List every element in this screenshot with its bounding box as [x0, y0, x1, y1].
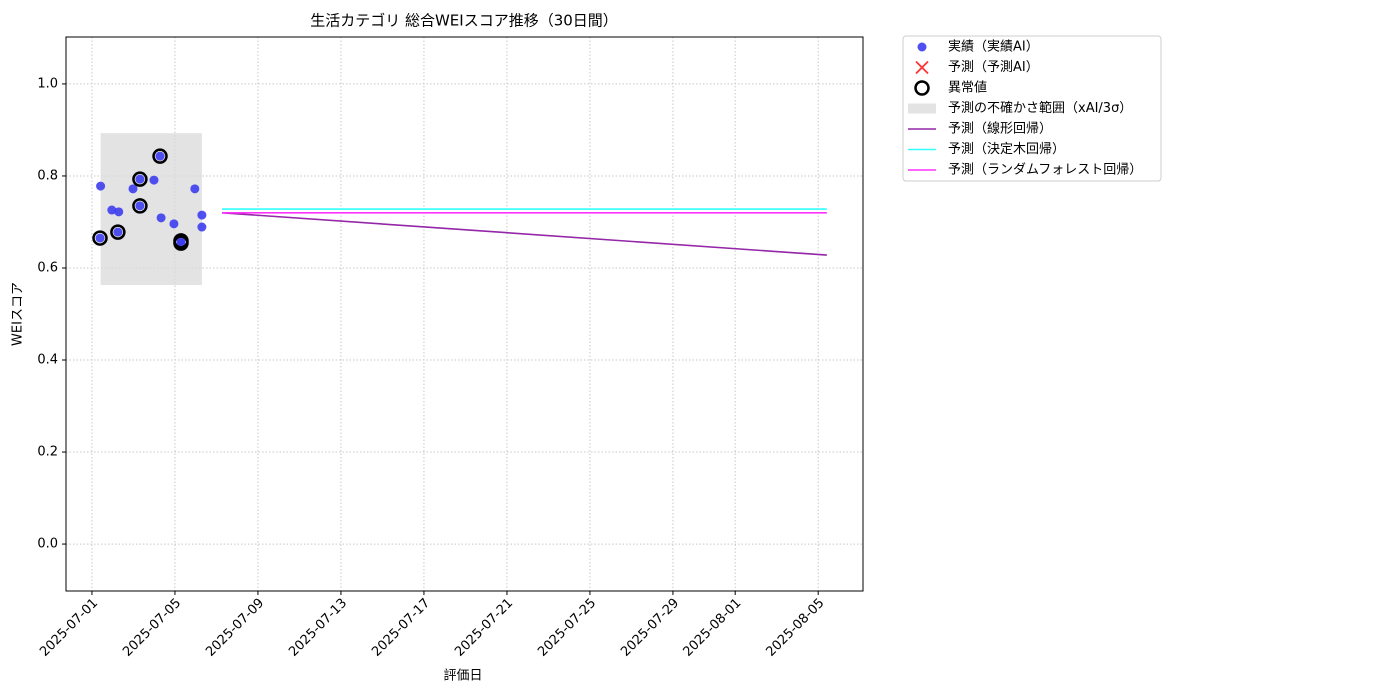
anomaly-point	[132, 171, 148, 187]
data-point	[114, 207, 124, 217]
data-point	[149, 175, 159, 185]
data-point	[128, 184, 138, 194]
data-point	[197, 210, 207, 220]
x-axis-label: 評価日	[443, 669, 482, 684]
prediction-line	[222, 211, 827, 256]
data-point	[197, 222, 207, 232]
data-point	[135, 201, 145, 211]
anomaly-point	[173, 235, 189, 251]
y-tick-label: 0.6	[37, 260, 58, 275]
legend-swatch	[917, 42, 927, 52]
x-tick-label: 2025-07-09	[203, 596, 267, 660]
y-tick-label: 0.0	[37, 537, 58, 552]
x-tick-label: 2025-07-29	[618, 596, 682, 660]
legend-label: 予測の不確かさ範囲（xAI/3σ）	[948, 100, 1132, 116]
legend-label: 実績（実績AI）	[948, 39, 1039, 55]
y-tick-label: 0.2	[37, 445, 58, 460]
legend-label: 予測（予測AI）	[948, 60, 1039, 75]
data-point	[107, 205, 117, 215]
y-tick-label: 1.0	[37, 76, 58, 91]
legend-label: 異常値	[948, 80, 987, 96]
data-point	[156, 213, 166, 223]
x-tick-label: 2025-07-17	[369, 596, 433, 660]
legend-swatch	[915, 60, 929, 75]
data-point	[113, 227, 123, 237]
anomaly-point	[92, 230, 108, 246]
data-point	[169, 219, 179, 229]
x-tick-label: 2025-07-05	[120, 596, 184, 660]
legend-swatch	[908, 103, 936, 114]
x-tick-label: 2025-08-05	[763, 596, 827, 660]
legend-label: 予測（ランダムフォレスト回帰）	[948, 162, 1142, 178]
x-tick-label: 2025-07-13	[286, 596, 350, 660]
legend-swatch	[914, 80, 930, 96]
data-point	[176, 238, 186, 248]
anomaly-point	[132, 198, 148, 214]
anomaly-point	[110, 224, 126, 240]
legend-box	[902, 35, 1162, 182]
y-tick-label: 0.8	[37, 168, 58, 183]
data-point	[190, 184, 200, 194]
chart-title: 生活カテゴリ 総合WEIスコア推移（30日間）	[310, 12, 618, 30]
y-tick-label: 0.4	[37, 353, 58, 368]
x-tick-label: 2025-07-01	[37, 596, 101, 660]
x-tick-label: 2025-07-21	[452, 596, 516, 660]
x-tick-label: 2025-08-01	[680, 596, 744, 660]
data-point	[135, 174, 145, 184]
anomaly-point	[152, 148, 168, 164]
legend-label: 予測（決定木回帰）	[948, 141, 1065, 157]
legend-label: 予測（線形回帰）	[948, 121, 1052, 137]
data-point	[95, 233, 105, 243]
plot-frame	[65, 36, 864, 592]
y-axis-label: WEIスコア	[11, 282, 26, 346]
data-point	[96, 181, 106, 191]
x-tick-label: 2025-07-25	[535, 596, 599, 660]
data-point	[155, 151, 165, 161]
